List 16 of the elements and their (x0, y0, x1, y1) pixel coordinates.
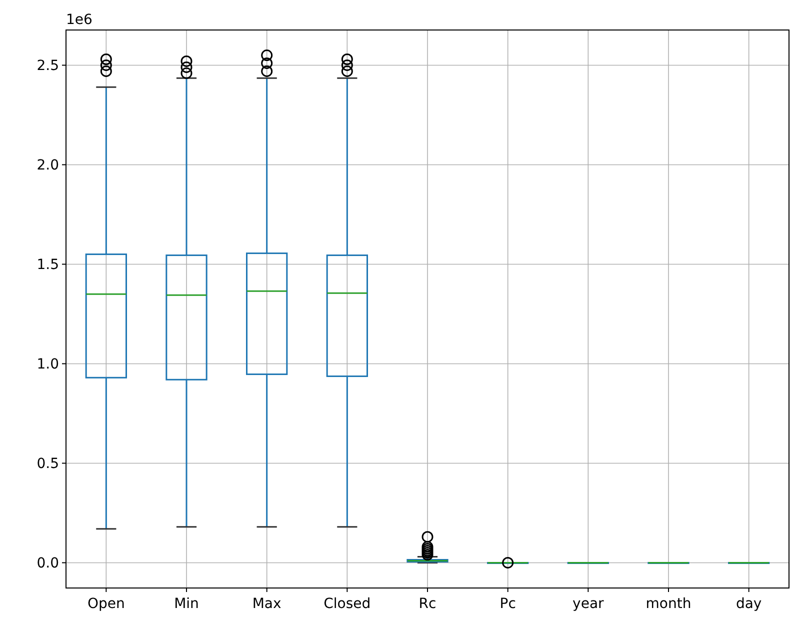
x-tick-label: Min (174, 596, 199, 612)
y-tick-label: 2.5 (36, 58, 59, 74)
x-tick-label: Rc (418, 596, 436, 612)
y-tick-label: 1.0 (36, 356, 59, 373)
y-tick-label: 1.5 (36, 257, 59, 274)
x-tick-label: Pc (500, 596, 516, 612)
x-tick-label: month (646, 596, 692, 612)
y-tick-label: 2.0 (36, 158, 59, 174)
x-tick-label: Max (252, 596, 282, 612)
x-tick-label: Open (87, 596, 125, 612)
y-tick-label: 0.0 (36, 556, 59, 572)
x-tick-label: year (572, 596, 604, 612)
y-tick-label: 0.5 (36, 456, 59, 472)
x-tick-label: Closed (324, 596, 371, 612)
y-axis-title: 1e6 (66, 12, 93, 28)
x-tick-label: day (736, 596, 762, 612)
